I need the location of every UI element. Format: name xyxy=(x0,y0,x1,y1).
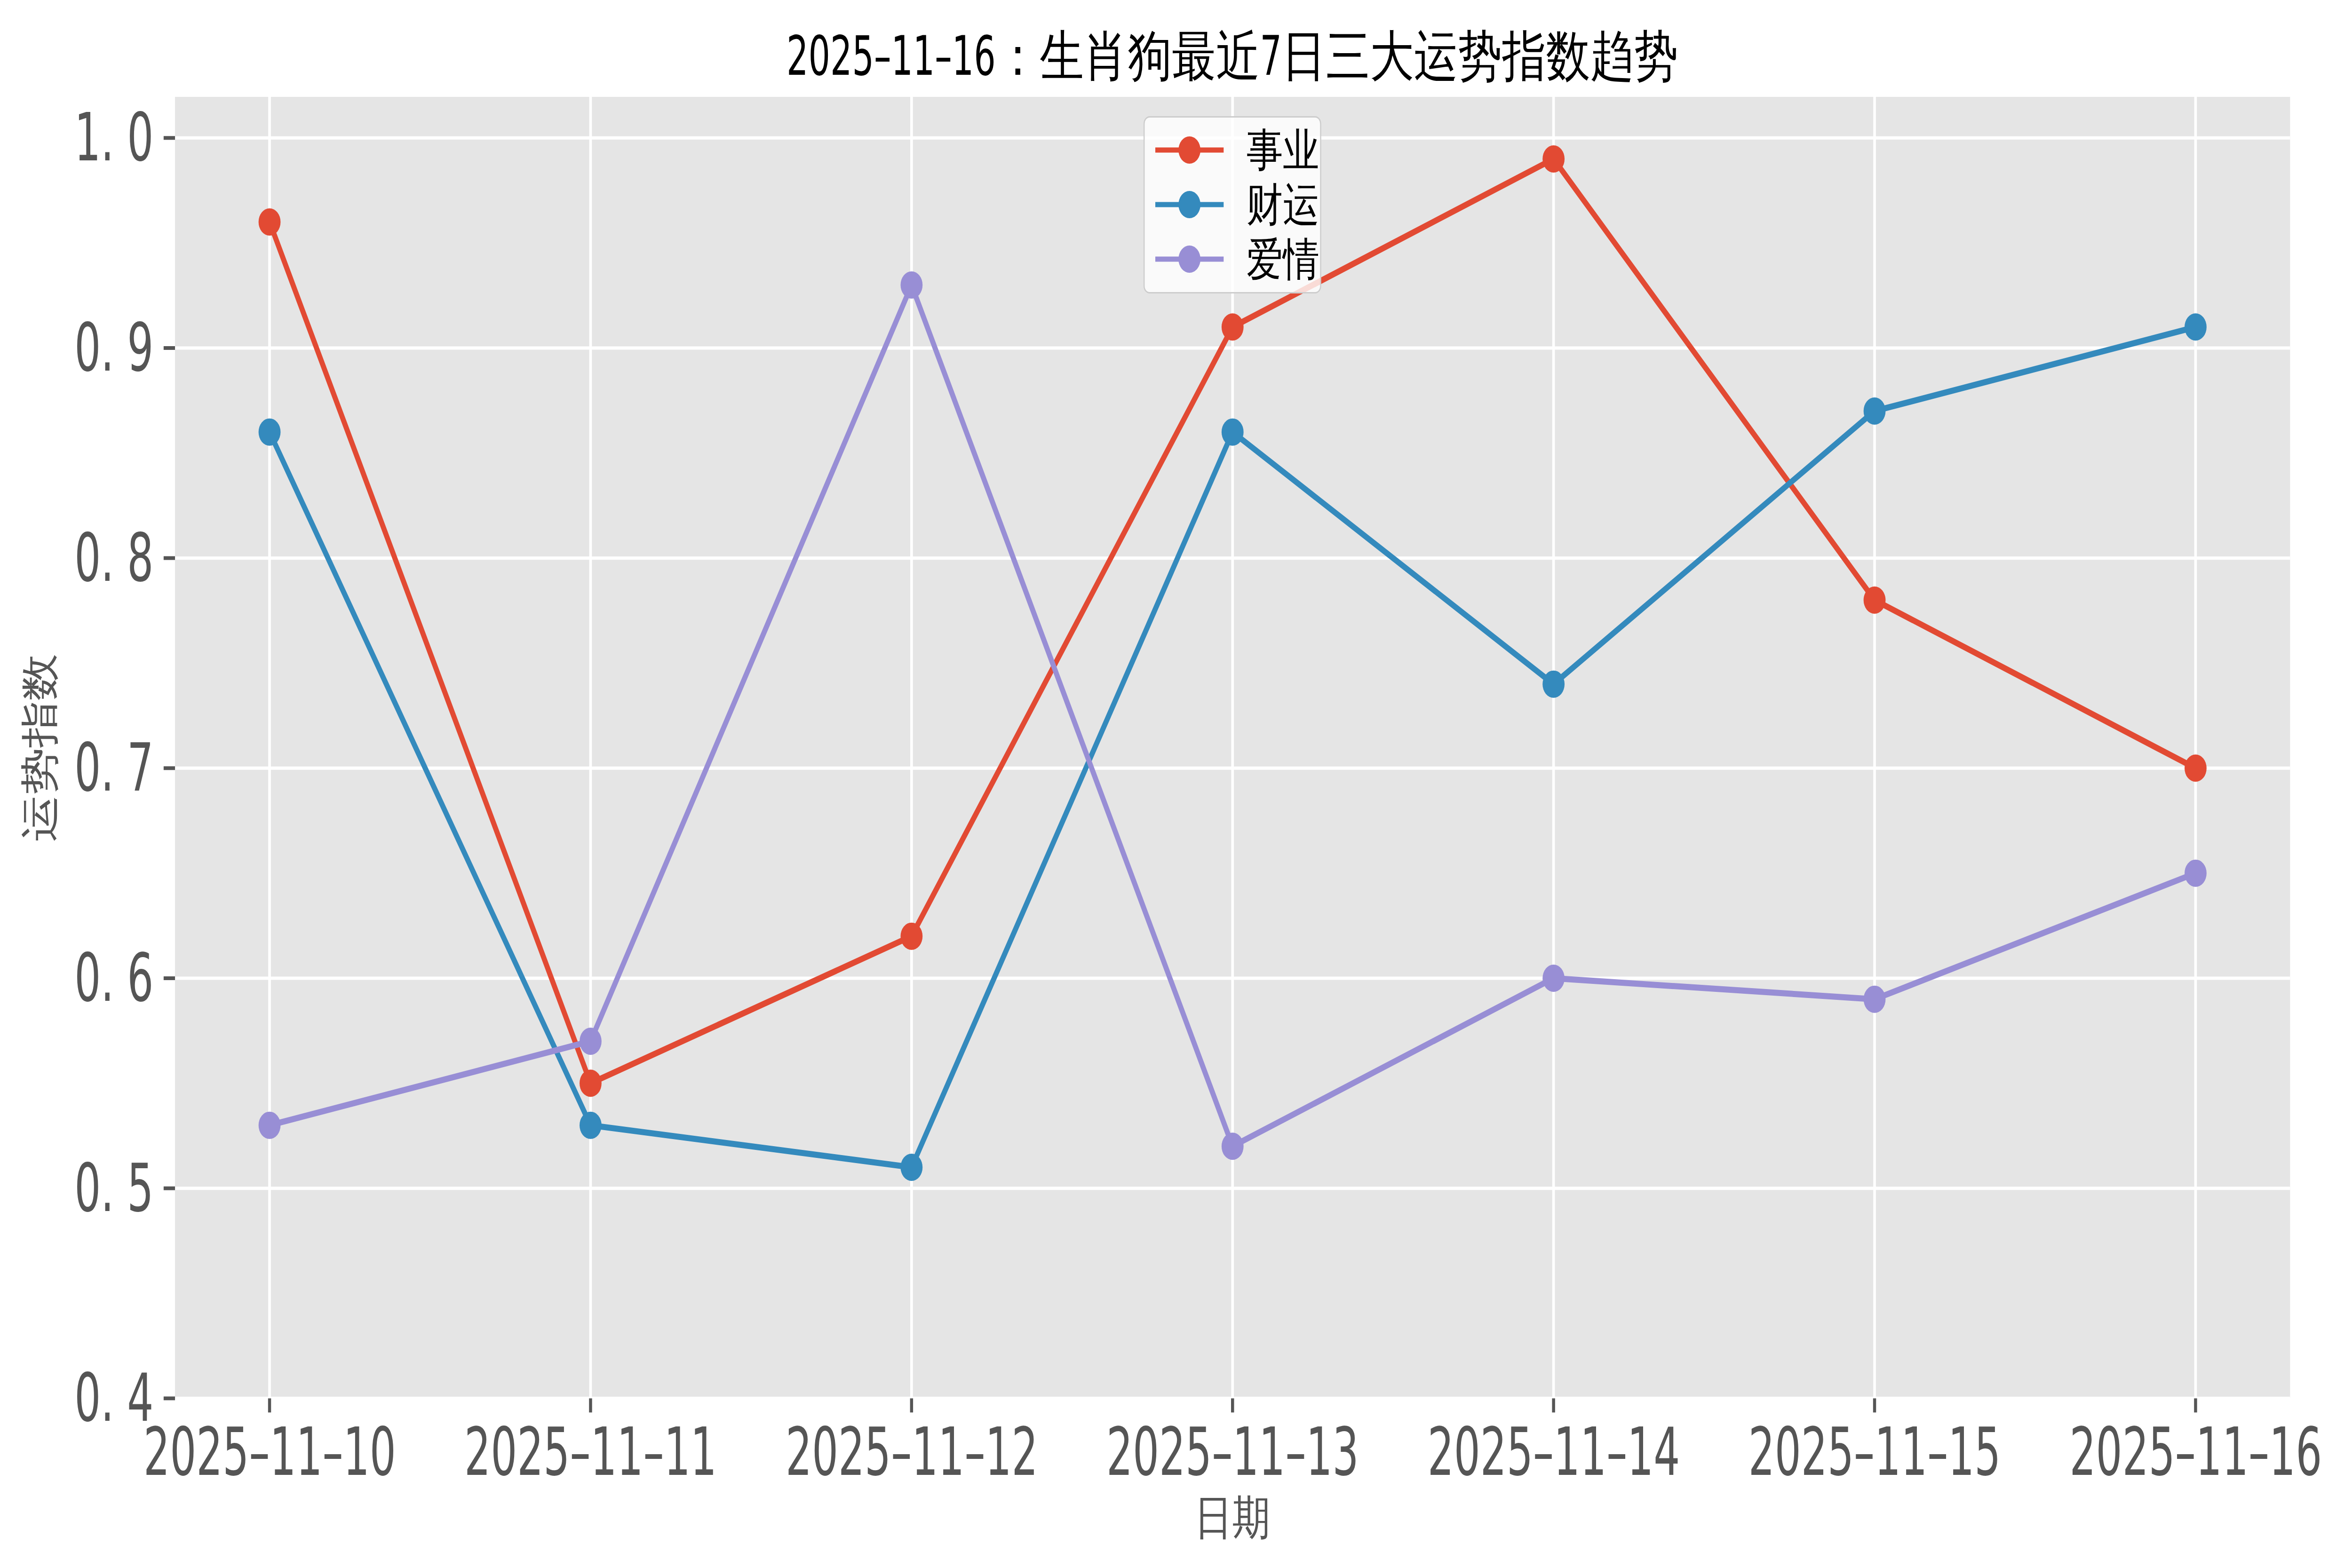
x-tick-label: 2025–11–11 xyxy=(420,1419,761,1485)
legend-marker-wealth xyxy=(1144,179,1236,230)
legend: 事业 财运 爱情 xyxy=(1144,116,1321,293)
legend-label-love: 爱情 xyxy=(1247,237,1319,282)
y-tick-label: 0. 5 xyxy=(0,1156,153,1221)
series-marker-0 xyxy=(900,923,922,950)
series-marker-1 xyxy=(580,1112,602,1139)
x-axis-label: 日期 xyxy=(1194,1494,1270,1541)
series-marker-2 xyxy=(1222,1132,1244,1160)
series-marker-0 xyxy=(580,1069,602,1097)
series-marker-1 xyxy=(900,1154,922,1181)
series-marker-2 xyxy=(580,1028,602,1055)
y-tick-label: 0. 6 xyxy=(0,945,153,1011)
legend-marker-career xyxy=(1144,124,1236,176)
legend-item-wealth: 财运 xyxy=(1144,179,1320,230)
x-tick-label: 2025–11–16 xyxy=(2025,1419,2352,1485)
x-tick-label: 2025–11–14 xyxy=(1383,1419,1724,1485)
series-marker-1 xyxy=(1542,671,1565,698)
legend-item-love: 爱情 xyxy=(1144,233,1320,285)
series-marker-0 xyxy=(1542,145,1565,173)
figure: 2025–11–16：生肖狗最近7日三大运势指数趋势 日期 运势指数 2025–… xyxy=(0,0,2352,1568)
series-marker-2 xyxy=(1864,986,1886,1013)
x-tick-label: 2025–11–13 xyxy=(1062,1419,1403,1485)
series-marker-0 xyxy=(2185,754,2207,782)
series-marker-0 xyxy=(259,208,281,236)
legend-label-wealth: 财运 xyxy=(1247,182,1319,227)
legend-marker-love xyxy=(1144,233,1236,285)
series-marker-2 xyxy=(259,1112,281,1139)
series-marker-1 xyxy=(2185,313,2207,341)
series-marker-2 xyxy=(900,271,922,299)
x-tick-label: 2025–11–12 xyxy=(741,1419,1082,1485)
y-tick-label: 0. 4 xyxy=(0,1365,153,1431)
series-marker-2 xyxy=(1542,965,1565,992)
x-tick-label: 2025–11–15 xyxy=(1704,1419,2045,1485)
y-tick-label: 0. 8 xyxy=(0,525,153,591)
y-tick-label: 0. 7 xyxy=(0,735,153,801)
series-marker-0 xyxy=(1222,313,1244,341)
y-tick-label: 1. 0 xyxy=(0,105,153,171)
legend-item-career: 事业 xyxy=(1144,124,1320,176)
chart-title: 2025–11–16：生肖狗最近7日三大运势指数趋势 xyxy=(787,29,1678,83)
legend-label-career: 事业 xyxy=(1247,127,1319,173)
series-marker-1 xyxy=(1864,397,1886,425)
y-tick-label: 0. 9 xyxy=(0,315,153,381)
series-marker-1 xyxy=(259,419,281,446)
series-marker-2 xyxy=(2185,860,2207,887)
series-marker-1 xyxy=(1222,419,1244,446)
series-marker-0 xyxy=(1864,586,1886,614)
